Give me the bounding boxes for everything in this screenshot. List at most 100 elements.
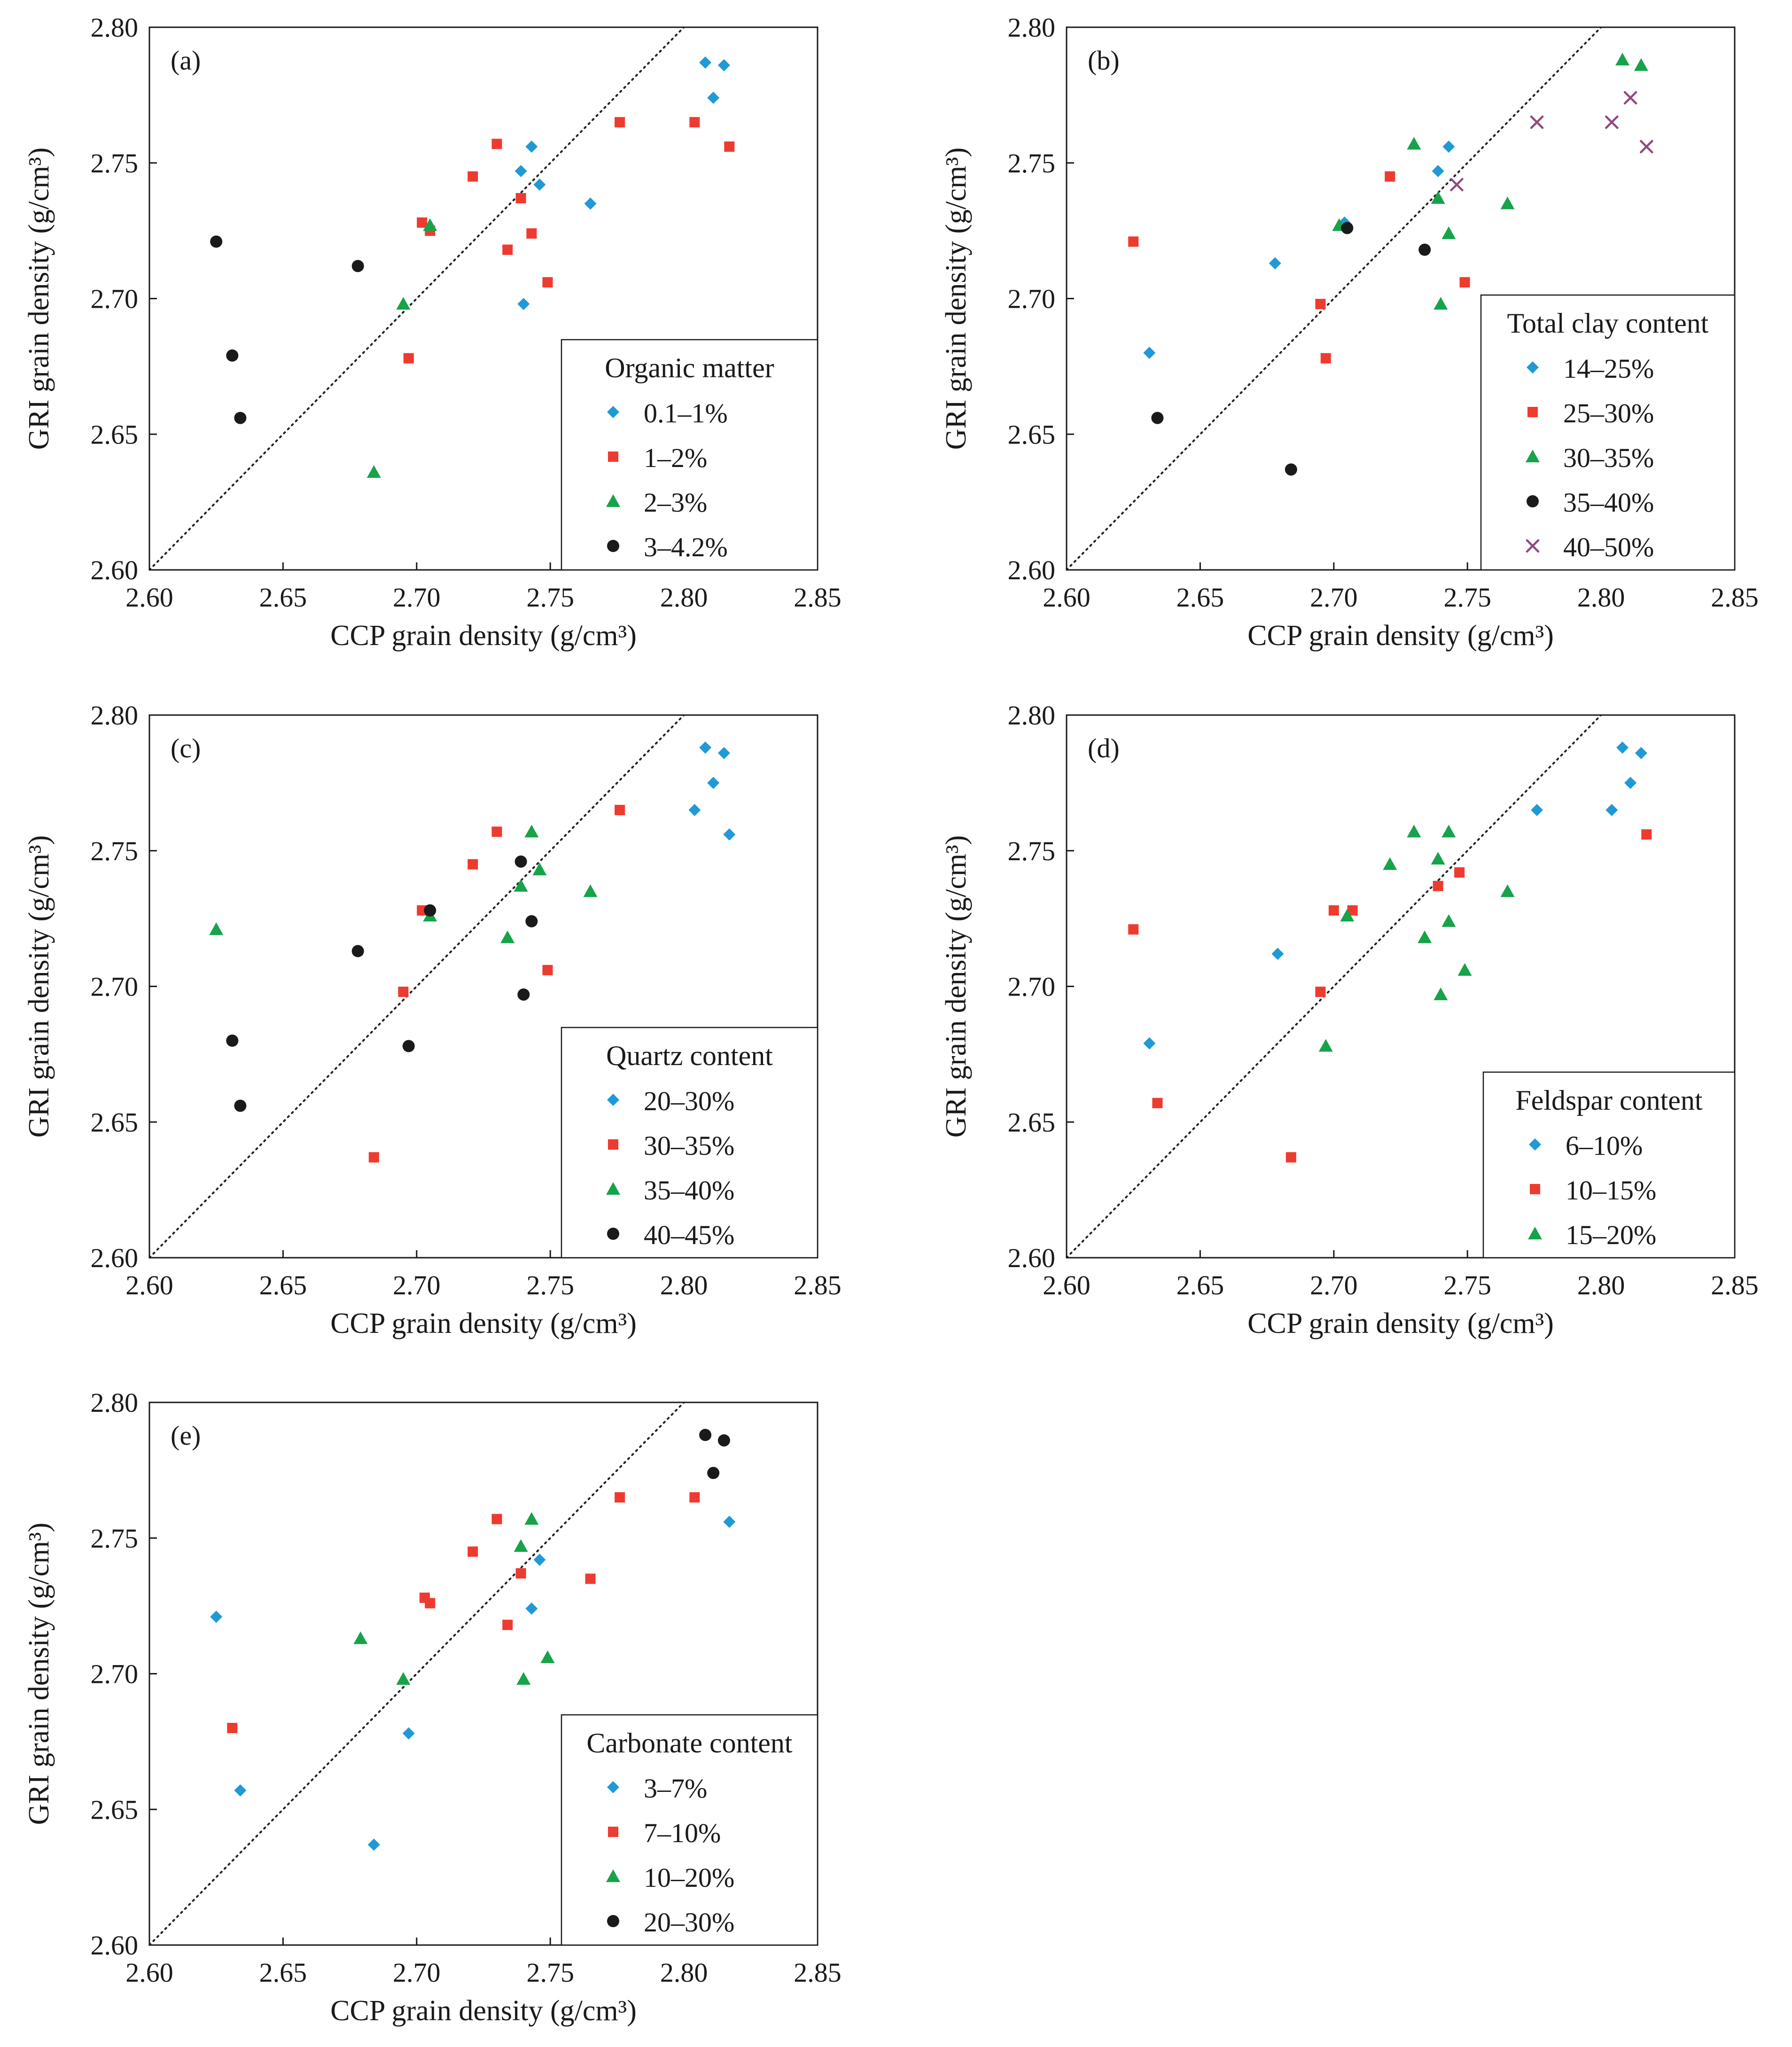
- data-point-triangle: [1634, 58, 1648, 71]
- legend-entry-label: 10–20%: [644, 1862, 734, 1893]
- data-point-triangle: [524, 1512, 539, 1525]
- data-point-circle: [1341, 222, 1354, 234]
- data-point-square: [502, 244, 513, 255]
- y-axis-title: GRI grain density (g/cm³): [940, 835, 972, 1138]
- data-point-diamond: [525, 1602, 538, 1615]
- data-point-diamond: [1605, 804, 1618, 817]
- data-points: [1128, 53, 1653, 476]
- data-point-triangle: [1407, 137, 1421, 150]
- x-tick-label: 2.80: [660, 582, 708, 613]
- legend-entry-label: 0.1–1%: [644, 398, 728, 428]
- data-point-diamond: [584, 197, 597, 210]
- panel-label: (d): [1088, 733, 1120, 763]
- data-point-square: [1641, 829, 1652, 840]
- panel-label: (a): [171, 45, 201, 76]
- data-point-square: [1152, 1097, 1163, 1108]
- data-point-square: [615, 1492, 625, 1503]
- y-tick-label: 2.70: [91, 972, 139, 1002]
- x-axis-title: CCP grain density (g/cm³): [330, 1995, 637, 2027]
- x-tick-label: 2.65: [1176, 1270, 1224, 1300]
- data-point-square: [689, 1492, 700, 1503]
- legend-marker-diamond: [1527, 361, 1539, 374]
- legend-marker-square: [1527, 407, 1538, 417]
- y-tick-label: 2.70: [91, 1659, 139, 1689]
- x-tick-label: 2.65: [1176, 582, 1224, 613]
- x-axis-title: CCP grain density (g/cm³): [1247, 1308, 1554, 1339]
- y-tick-label: 2.70: [91, 284, 139, 314]
- legend-marker-diamond: [607, 1781, 619, 1793]
- panel-label: (b): [1088, 45, 1120, 76]
- legend-title: Carbonate content: [586, 1728, 792, 1759]
- data-point-triangle: [1441, 914, 1456, 927]
- data-point-circle: [1418, 243, 1431, 256]
- legend-marker-triangle: [606, 1182, 620, 1195]
- data-point-circle: [351, 260, 364, 272]
- y-tick-label: 2.80: [1008, 12, 1056, 43]
- y-tick-label: 2.65: [91, 1794, 139, 1825]
- y-tick-label: 2.60: [91, 1243, 139, 1273]
- legend-entry-label: 35–40%: [1563, 487, 1654, 518]
- x-tick-label: 2.85: [794, 1957, 841, 1988]
- data-point-square: [1385, 171, 1395, 182]
- data-point-triangle: [353, 1631, 368, 1644]
- legend-title: Total clay content: [1507, 308, 1709, 339]
- data-point-square: [1459, 277, 1470, 288]
- data-point-circle: [1285, 463, 1297, 476]
- chart-panel-d: 2.60 2.65 2.70 2.75 2.80 2.85 2.60 2.65 2.70 2.75…: [940, 700, 1759, 1339]
- data-point-square: [425, 1598, 436, 1609]
- legend-marker-diamond: [607, 1094, 619, 1106]
- data-point-cross: [1450, 178, 1464, 192]
- data-point-triangle: [1441, 226, 1456, 239]
- x-tick-label: 2.85: [1711, 1270, 1759, 1300]
- legend: Quartz content 20–30% 30–35% 35–40% 40–45%: [561, 1027, 818, 1259]
- legend-box: [1482, 1071, 1736, 1259]
- x-tick-label: 2.85: [1711, 582, 1759, 613]
- data-point-diamond: [1616, 741, 1629, 754]
- data-point-triangle: [514, 879, 528, 892]
- data-point-triangle: [1383, 857, 1397, 870]
- reference-line: [149, 27, 686, 570]
- y-tick-label: 2.70: [1008, 972, 1056, 1002]
- data-point-square: [467, 859, 478, 870]
- x-tick-label: 2.75: [1443, 582, 1491, 613]
- y-tick-label: 2.60: [91, 1930, 139, 1961]
- y-axis-title: GRI grain density (g/cm³): [23, 1523, 55, 1825]
- x-axis-title: CCP grain density (g/cm³): [330, 1308, 637, 1339]
- x-tick-label: 2.75: [526, 1957, 574, 1988]
- data-point-diamond: [1624, 777, 1637, 789]
- data-point-diamond: [533, 1553, 546, 1566]
- data-point-triangle: [500, 930, 515, 943]
- data-point-square: [515, 1568, 526, 1579]
- data-point-diamond: [1271, 948, 1284, 960]
- data-point-triangle: [366, 465, 381, 478]
- data-point-diamond: [1269, 257, 1281, 270]
- data-point-diamond: [514, 165, 527, 178]
- legend-title: Quartz content: [606, 1040, 773, 1071]
- data-point-circle: [1151, 412, 1164, 424]
- x-tick-label: 2.65: [259, 1957, 307, 1988]
- data-point-square: [526, 228, 537, 239]
- data-point-diamond: [525, 140, 538, 153]
- legend-marker-triangle: [1528, 1227, 1542, 1239]
- y-tick-label: 2.70: [1008, 284, 1056, 314]
- data-point-diamond: [1442, 140, 1455, 153]
- legend-marker-triangle: [606, 1869, 620, 1882]
- legend-box: [561, 1027, 818, 1259]
- x-tick-label: 2.60: [1043, 582, 1091, 613]
- data-point-circle: [234, 412, 247, 424]
- data-point-square: [467, 171, 478, 182]
- x-tick-label: 2.70: [393, 582, 441, 613]
- y-tick-label: 2.65: [1008, 1107, 1056, 1137]
- data-point-circle: [226, 1035, 239, 1047]
- x-tick-label: 2.70: [393, 1270, 441, 1300]
- data-point-circle: [226, 349, 239, 362]
- legend-entry-label: 40–45%: [644, 1220, 734, 1250]
- data-point-square: [491, 139, 502, 149]
- data-point-square: [689, 117, 700, 128]
- legend-entry-label: 3–4.2%: [644, 532, 728, 562]
- x-tick-label: 2.80: [1577, 1270, 1625, 1300]
- data-point-triangle: [209, 922, 224, 935]
- legend-entry-label: 1–2%: [644, 443, 707, 473]
- y-tick-label: 2.60: [91, 555, 139, 585]
- x-axis-title: CCP grain density (g/cm³): [1247, 620, 1554, 652]
